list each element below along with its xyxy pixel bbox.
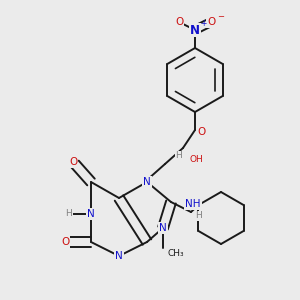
Text: H: H	[196, 212, 202, 220]
Text: N: N	[143, 177, 151, 187]
Text: OH: OH	[189, 155, 203, 164]
Text: N: N	[190, 23, 200, 37]
Text: −: −	[218, 13, 224, 22]
Text: O: O	[175, 17, 183, 27]
Text: N: N	[115, 251, 123, 261]
Text: O: O	[69, 157, 77, 167]
Text: H: H	[176, 152, 182, 160]
Text: N: N	[87, 209, 95, 219]
Text: +: +	[200, 20, 206, 28]
Text: O: O	[197, 127, 205, 137]
Text: CH₃: CH₃	[167, 250, 184, 259]
Text: O: O	[207, 17, 215, 27]
Text: N: N	[159, 223, 167, 233]
Text: H: H	[66, 209, 72, 218]
Text: NH: NH	[185, 199, 201, 209]
Text: O: O	[61, 237, 69, 247]
